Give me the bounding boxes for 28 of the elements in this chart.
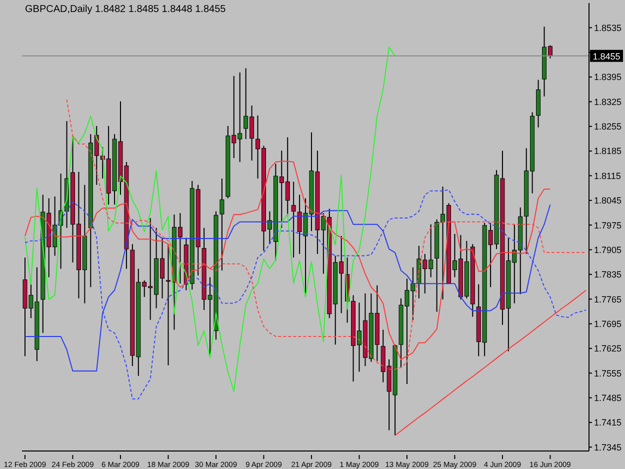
candlestick — [291, 181, 296, 258]
ref-line-label: 1.8455 — [592, 51, 620, 62]
y-tick-label: 1.7835 — [594, 270, 622, 280]
y-tick-label: 1.8325 — [594, 96, 622, 107]
line-series — [24, 46, 396, 392]
y-tick-label: 1.7625 — [594, 344, 622, 354]
y-tick-label: 1.7975 — [594, 220, 622, 230]
line-series — [24, 189, 587, 400]
y-tick-label: 1.8115 — [594, 170, 621, 181]
line-series — [66, 99, 587, 370]
y-tick-label: 1.7345 — [594, 442, 622, 452]
y-tick-label: 1.7555 — [594, 368, 622, 378]
candlestick — [166, 244, 170, 366]
y-tick-label: 1.7695 — [594, 318, 622, 329]
y-tick-label: 1.8045 — [594, 196, 622, 206]
y-tick-label: 1.7415 — [594, 418, 622, 428]
y-tick-label: 1.7485 — [594, 392, 622, 403]
y-tick-label: 1.8395 — [594, 72, 622, 82]
chart-title: GBPCAD,Daily 1.8482 1.8485 1.8448 1.8455 — [25, 4, 226, 15]
y-tick-label: 1.7905 — [594, 244, 622, 255]
candlestick — [220, 178, 224, 272]
line-series — [24, 204, 551, 372]
line-series — [394, 290, 587, 436]
line-series — [24, 160, 551, 360]
y-tick-label: 1.7765 — [594, 294, 622, 304]
y-tick-label: 1.8535 — [594, 22, 622, 33]
y-tick-label: 1.8185 — [594, 146, 622, 156]
y-tick-label: 1.8255 — [594, 122, 622, 132]
